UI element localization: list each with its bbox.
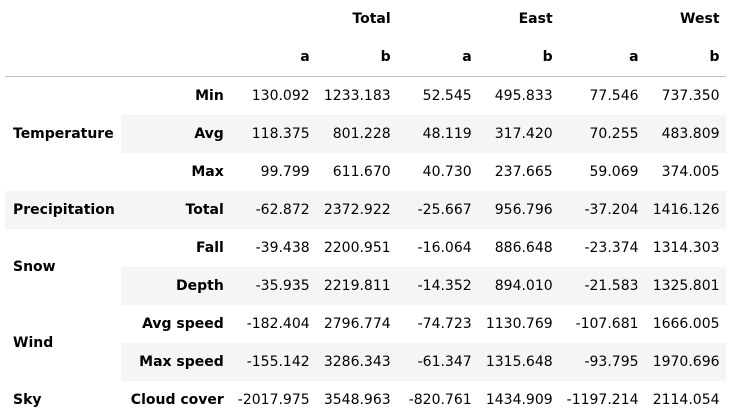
table-cell: 2372.922 [316,191,397,229]
group-header-row: Total East West [5,0,726,38]
table-cell: -16.064 [397,229,478,267]
table-cell: 894.010 [478,267,559,305]
subcolumn-header: b [316,38,397,77]
table-cell: 1233.183 [316,77,397,116]
table-cell: 237.665 [478,153,559,191]
table-cell: 130.092 [230,77,316,116]
table-cell: 1325.801 [645,267,726,305]
row-label: Depth [121,267,230,305]
table-cell: 1130.769 [478,305,559,343]
table-cell: 1315.648 [478,343,559,381]
table-cell: -107.681 [559,305,645,343]
table-cell: 70.255 [559,115,645,153]
table-cell: -37.204 [559,191,645,229]
table-cell: -155.142 [230,343,316,381]
table-cell: 2200.951 [316,229,397,267]
header-blank [121,0,230,38]
group-header-east: East [397,0,559,38]
table-cell: 3548.963 [316,381,397,419]
table-cell: 3286.343 [316,343,397,381]
subcolumn-header: a [230,38,316,77]
row-label: Avg [121,115,230,153]
subcolumn-header-row: a b a b a b [5,38,726,77]
header-blank [121,38,230,77]
table-cell: 2219.811 [316,267,397,305]
table-cell: 40.730 [397,153,478,191]
table-header: Total East West a b a b a b [5,0,726,77]
row-group-label: Temperature [5,77,121,192]
row-label: Max speed [121,343,230,381]
table-cell: 1314.303 [645,229,726,267]
row-label: Cloud cover [121,381,230,419]
header-blank [5,38,121,77]
table-cell: 801.228 [316,115,397,153]
table-cell: -74.723 [397,305,478,343]
table-cell: 1666.005 [645,305,726,343]
header-blank [5,0,121,38]
subcolumn-header: b [645,38,726,77]
table-cell: -25.667 [397,191,478,229]
table-cell: -21.583 [559,267,645,305]
table-cell: -182.404 [230,305,316,343]
row-group-label: Precipitation [5,191,121,229]
table-cell: 52.545 [397,77,478,116]
row-group-label: Wind [5,305,121,381]
table-cell: -23.374 [559,229,645,267]
table-cell: -62.872 [230,191,316,229]
table-cell: 77.546 [559,77,645,116]
table-cell: 737.350 [645,77,726,116]
table-cell: 495.833 [478,77,559,116]
group-header-total: Total [230,0,397,38]
table-cell: 2114.054 [645,381,726,419]
table-cell: -820.761 [397,381,478,419]
row-label: Total [121,191,230,229]
subcolumn-header: a [559,38,645,77]
group-header-west: West [559,0,726,38]
table-cell: 483.809 [645,115,726,153]
subcolumn-header: b [478,38,559,77]
subcolumn-header: a [397,38,478,77]
row-group-label: Snow [5,229,121,305]
table-cell: 1970.696 [645,343,726,381]
row-label: Max [121,153,230,191]
table-cell: -93.795 [559,343,645,381]
row-label: Fall [121,229,230,267]
table-cell: -2017.975 [230,381,316,419]
table-cell: -1197.214 [559,381,645,419]
table-cell: 374.005 [645,153,726,191]
row-group-label: Sky [5,381,121,419]
table-cell: 1416.126 [645,191,726,229]
row-label: Avg speed [121,305,230,343]
table-cell: -39.438 [230,229,316,267]
table-cell: 118.375 [230,115,316,153]
table-cell: 2796.774 [316,305,397,343]
table-cell: 886.648 [478,229,559,267]
table-cell: 99.799 [230,153,316,191]
table-cell: -14.352 [397,267,478,305]
table-cell: -35.935 [230,267,316,305]
table-cell: 48.119 [397,115,478,153]
table-cell: 59.069 [559,153,645,191]
table-cell: 611.670 [316,153,397,191]
table-cell: -61.347 [397,343,478,381]
row-label: Min [121,77,230,116]
table-cell: 317.420 [478,115,559,153]
table-cell: 956.796 [478,191,559,229]
table-cell: 1434.909 [478,381,559,419]
